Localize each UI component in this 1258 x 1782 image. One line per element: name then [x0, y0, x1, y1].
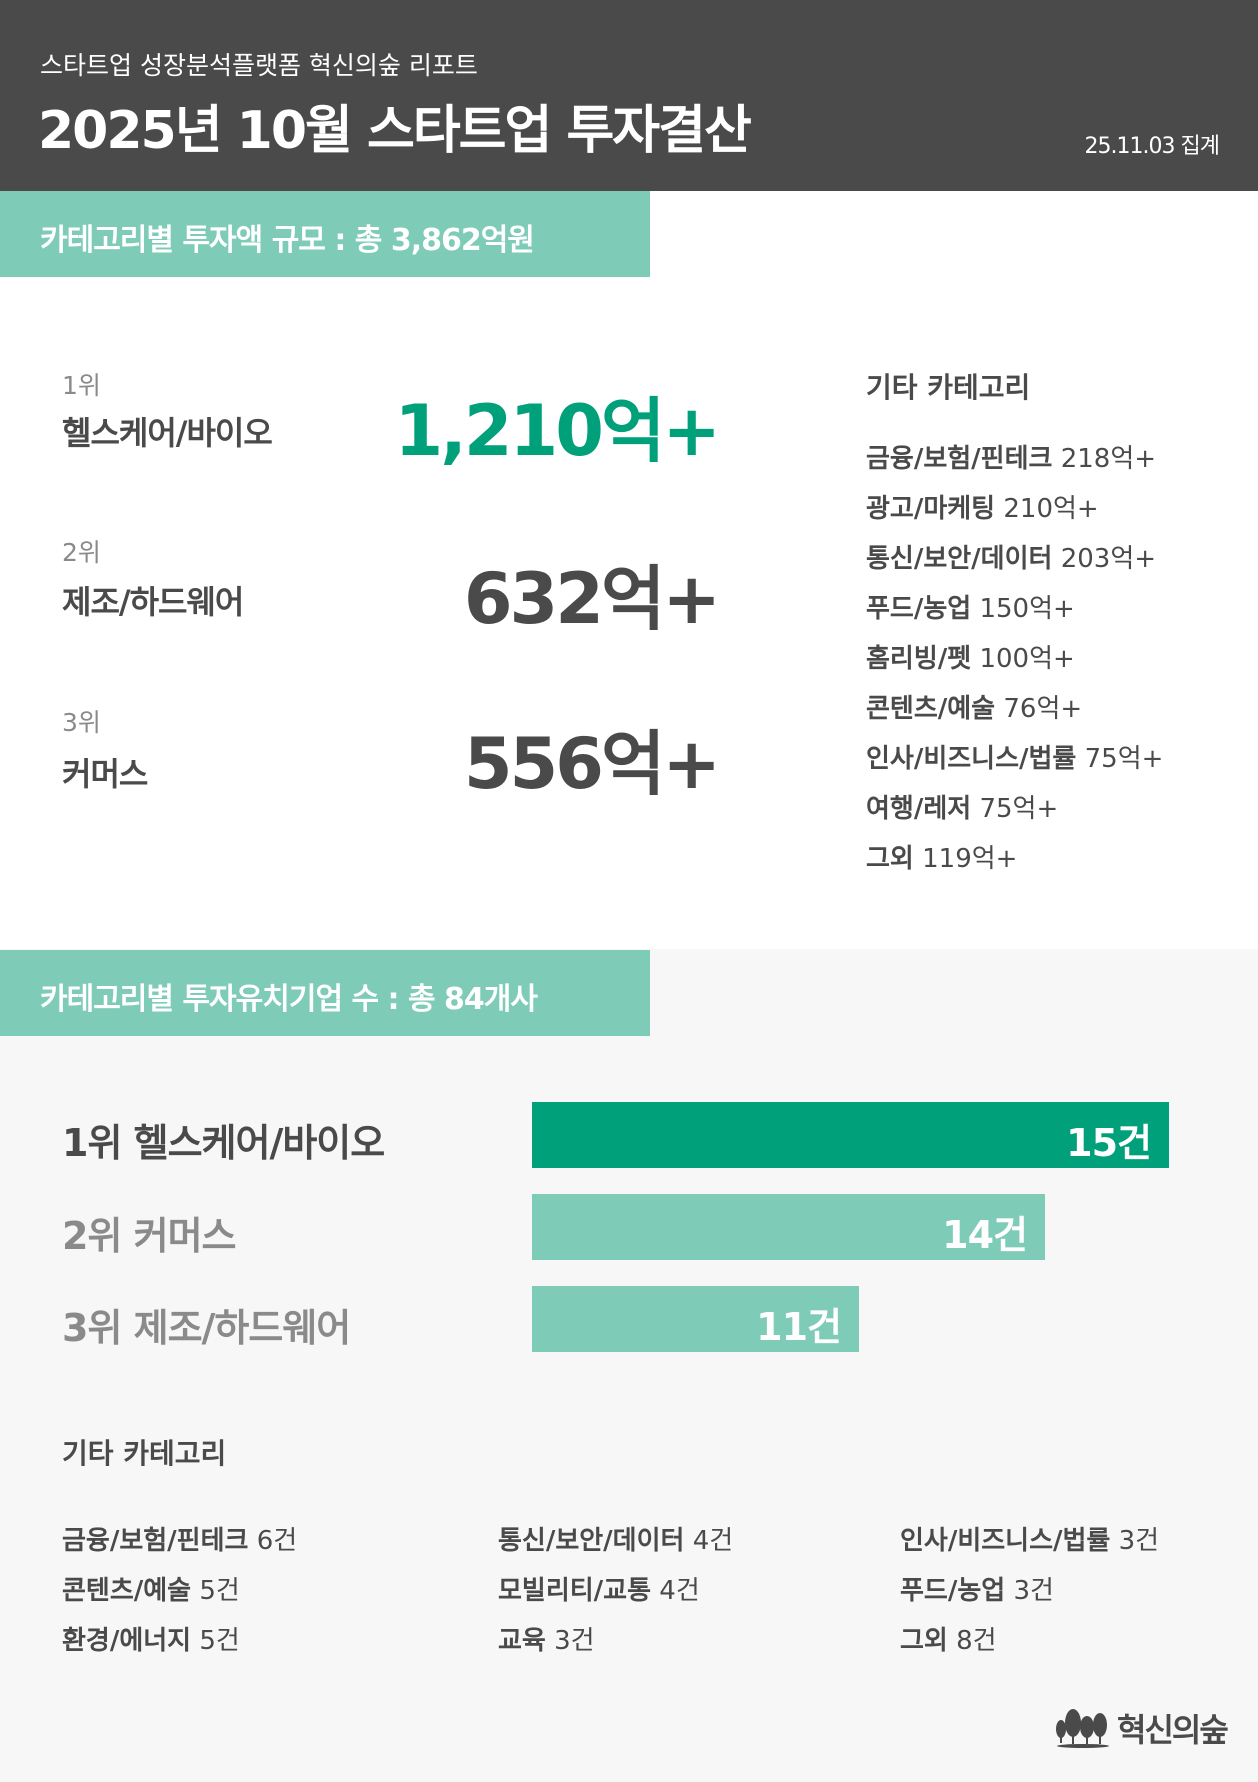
category-name: 푸드/농업 [900, 1576, 1006, 1606]
category-name: 푸드/농업 [866, 594, 972, 624]
category-name: 통신/보안/데이터 [866, 544, 1053, 574]
category-value: 3건 [1118, 1526, 1160, 1556]
rank-3-amount: 556억+ [463, 723, 721, 805]
amount-section-label-text: 카테고리별 투자액 규모 : 총 3,862억원 [40, 223, 535, 258]
count-section-label: 카테고리별 투자유치기업 수 : 총 84개사 [0, 950, 650, 1036]
rank-2-name: 제조/하드웨어 [62, 583, 244, 621]
category-value: 76억+ [1003, 694, 1083, 724]
count-rank-1-label: 1위 헬스케어/바이오 [62, 1121, 385, 1165]
category-value: 3건 [554, 1626, 595, 1656]
category-name: 콘텐츠/예술 [62, 1576, 192, 1606]
category-name: 인사/비즈니스/법률 [866, 744, 1077, 774]
category-value: 6건 [256, 1526, 298, 1556]
category-value: 8건 [956, 1626, 997, 1656]
category-value: 4건 [659, 1576, 700, 1606]
count-bar-1: 15건 [532, 1102, 1169, 1168]
other-category-item: 그외 119억+ [866, 838, 1017, 875]
category-value: 210억+ [1003, 494, 1099, 524]
category-value: 203억+ [1060, 544, 1157, 574]
category-name: 콘텐츠/예술 [866, 694, 996, 724]
other-category-item: 금융/보험/핀테크 218억+ [866, 438, 1156, 475]
other-category-item: 여행/레저 75억+ [866, 788, 1058, 825]
category-value: 5건 [199, 1576, 240, 1606]
count-bar-3: 11건 [532, 1286, 859, 1352]
count-other-category-item: 모빌리티/교통 4건 [498, 1570, 700, 1607]
aggregation-date: 25.11.03 집계 [1084, 134, 1220, 159]
count-rank-2-label: 2위 커머스 [62, 1214, 237, 1258]
logo-text: 혁신의숲 [1117, 1711, 1229, 1749]
count-other-category-item: 교육 3건 [498, 1620, 595, 1657]
category-name: 인사/비즈니스/법률 [900, 1526, 1111, 1556]
header [0, 0, 1258, 191]
rank-3-name: 커머스 [62, 755, 148, 793]
count-other-category-item: 콘텐츠/예술 5건 [62, 1570, 240, 1607]
category-name: 그외 [866, 844, 914, 874]
report-subtitle: 스타트업 성장분석플랫폼 혁신의숲 리포트 [40, 51, 478, 80]
other-category-item: 홈리빙/펫 100억+ [866, 638, 1075, 675]
category-value: 218억+ [1060, 444, 1157, 474]
category-value: 119억+ [922, 844, 1018, 874]
count-other-categories-title: 기타 카테고리 [62, 1437, 227, 1470]
category-value: 100억+ [979, 644, 1075, 674]
category-name: 교육 [498, 1626, 546, 1656]
category-value: 75억+ [979, 794, 1059, 824]
category-value: 150억+ [979, 594, 1075, 624]
rank-3-label: 3위 [62, 708, 101, 737]
category-value: 5건 [199, 1626, 240, 1656]
rank-2-label: 2위 [62, 538, 101, 567]
count-other-category-item: 통신/보안/데이터 4건 [498, 1520, 733, 1557]
count-bar-2: 14건 [532, 1194, 1045, 1260]
count-section-label-text: 카테고리별 투자유치기업 수 : 총 84개사 [40, 982, 538, 1017]
page-title: 2025년 10월 스타트업 투자결산 [38, 101, 752, 161]
other-category-item: 콘텐츠/예술 76억+ [866, 688, 1082, 725]
rank-1-label: 1위 [62, 371, 101, 400]
category-name: 환경/에너지 [62, 1626, 192, 1656]
count-bar-2-label: 14건 [942, 1213, 1028, 1257]
other-category-item: 푸드/농업 150억+ [866, 588, 1075, 625]
other-category-item: 광고/마케팅 210억+ [866, 488, 1099, 525]
other-categories-title: 기타 카테고리 [866, 371, 1031, 404]
count-other-category-item: 환경/에너지 5건 [62, 1620, 240, 1657]
category-name: 통신/보안/데이터 [498, 1526, 685, 1556]
logo: 혁신의숲 [1055, 1705, 1229, 1751]
other-category-item: 인사/비즈니스/법률 75억+ [866, 738, 1163, 775]
count-rank-3-label: 3위 제조/하드웨어 [62, 1306, 351, 1350]
count-other-category-item: 금융/보험/핀테크 6건 [62, 1520, 297, 1557]
category-name: 그외 [900, 1626, 948, 1656]
rank-2-amount: 632억+ [463, 558, 721, 640]
count-section [0, 949, 1258, 1782]
count-bar-1-label: 15건 [1066, 1121, 1152, 1165]
category-value: 75억+ [1084, 744, 1164, 774]
category-value: 4건 [692, 1526, 734, 1556]
rank-1-amount: 1,210억+ [394, 390, 721, 472]
trees-icon [1056, 1709, 1109, 1748]
count-other-category-item: 푸드/농업 3건 [900, 1570, 1054, 1607]
category-name: 광고/마케팅 [866, 494, 996, 524]
count-other-category-item: 인사/비즈니스/법률 3건 [900, 1520, 1159, 1557]
category-name: 모빌리티/교통 [498, 1576, 652, 1606]
amount-section-label: 카테고리별 투자액 규모 : 총 3,862억원 [0, 191, 650, 277]
category-name: 홈리빙/펫 [866, 644, 972, 674]
category-name: 금융/보험/핀테크 [866, 444, 1053, 474]
count-bar-3-label: 11건 [756, 1305, 842, 1349]
rank-1-name: 헬스케어/바이오 [62, 414, 273, 452]
category-name: 여행/레저 [866, 794, 972, 824]
count-other-category-item: 그외 8건 [900, 1620, 997, 1657]
other-category-item: 통신/보안/데이터 203억+ [866, 538, 1156, 575]
category-value: 3건 [1013, 1576, 1054, 1606]
category-name: 금융/보험/핀테크 [62, 1526, 249, 1556]
